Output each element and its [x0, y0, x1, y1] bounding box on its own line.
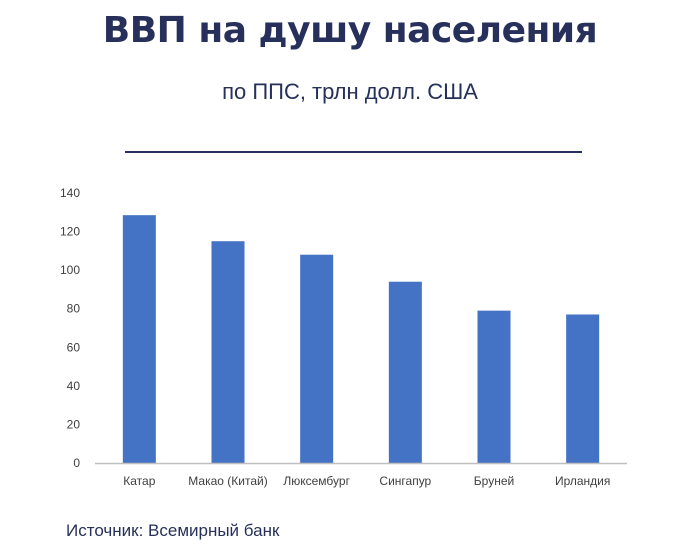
- x-tick-label: Сингапур: [379, 474, 431, 488]
- x-tick-label: Катар: [123, 474, 155, 488]
- y-tick-label: 140: [60, 186, 80, 200]
- chart-title: ВВП на душу населения: [102, 10, 598, 51]
- chart-subtitle: по ППС, трлн долл. США: [222, 79, 478, 104]
- y-tick-label: 40: [67, 379, 81, 393]
- y-tick-label: 120: [60, 225, 80, 239]
- y-tick-label: 20: [67, 417, 81, 431]
- x-tick-label: Макао (Китай): [188, 474, 267, 488]
- x-tick-label: Ирландия: [555, 474, 610, 488]
- bar-series: [122, 215, 600, 463]
- x-axis: Катар Макао (Китай) Люксембург Сингапур Брун…: [123, 474, 610, 488]
- x-tick-label: Бруней: [474, 474, 514, 488]
- bar: [300, 254, 334, 463]
- bar: [477, 310, 511, 463]
- y-tick-label: 100: [60, 263, 80, 277]
- bar-chart: 0 20 40 60 80 100 120 140 Катар Макао (Китай) Люк…: [60, 186, 627, 488]
- x-tick-label: Люксембург: [283, 474, 350, 488]
- y-tick-label: 60: [67, 340, 81, 354]
- bar: [388, 281, 422, 463]
- title-divider: [125, 151, 582, 153]
- bar: [211, 241, 245, 463]
- y-tick-label: 80: [67, 302, 81, 316]
- bar: [122, 215, 156, 463]
- y-tick-label: 0: [73, 456, 80, 470]
- source-note: Источник: Всемирный банк: [66, 521, 280, 540]
- y-axis: 0 20 40 60 80 100 120 140: [60, 186, 80, 470]
- bar: [566, 314, 600, 463]
